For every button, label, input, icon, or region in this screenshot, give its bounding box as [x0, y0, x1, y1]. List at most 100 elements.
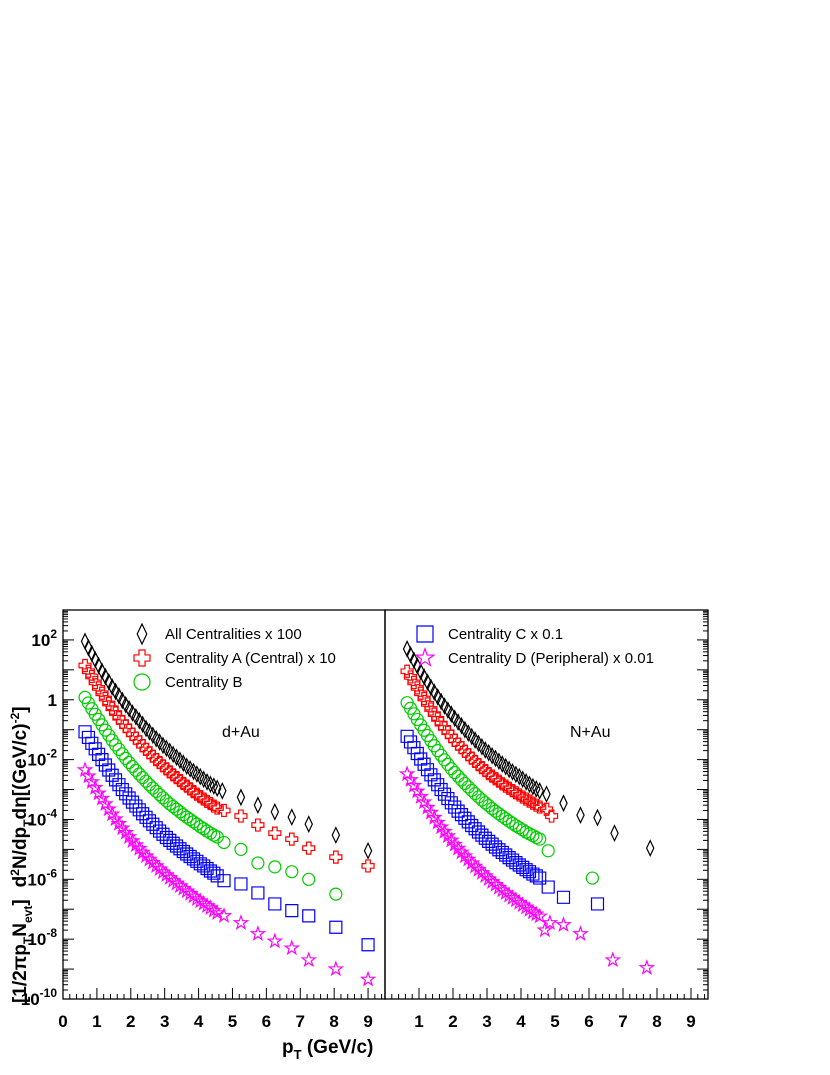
data-point-p0-s3-2 [85, 736, 99, 750]
data-point-p1-s0-1 [406, 645, 415, 664]
data-point-p1-s2-37 [526, 828, 540, 843]
data-point-p1-s2-14 [448, 765, 462, 780]
data-point-p0-s1-38 [207, 799, 221, 813]
data-point-p0-s0-38 [209, 777, 219, 796]
data-point-p1-s0-26 [491, 749, 500, 768]
data-point-p1-s0-24 [484, 743, 493, 762]
data-marks [76, 632, 656, 987]
data-point-p1-s0-27 [494, 752, 504, 771]
data-point-p1-s4-40 [536, 921, 554, 938]
x-tick-label: 6 [262, 1012, 271, 1031]
data-point-p1-s1-6 [420, 697, 435, 711]
data-point-p0-s0-30 [182, 757, 191, 776]
data-point-p0-s3-37 [203, 864, 218, 878]
data-point-p0-s3-3 [88, 742, 102, 756]
data-point-p0-s2-34 [193, 819, 207, 834]
data-point-p1-s3-23 [478, 831, 492, 845]
data-point-p0-s0-35 [199, 770, 208, 789]
data-point-p1-s4-1 [402, 771, 419, 787]
data-point-p1-s4-15 [449, 839, 467, 856]
data-point-p1-s2-18 [461, 780, 475, 794]
data-point-p0-s0-5 [97, 662, 107, 681]
x-tick-label: 8 [652, 1012, 661, 1031]
x-tick-label: 6 [584, 1012, 593, 1031]
data-point-p0-s1-45 [302, 841, 316, 855]
data-point-p0-s2-14 [125, 759, 140, 774]
data-point-p0-s1-25 [163, 765, 177, 779]
data-point-p0-s1-34 [193, 790, 207, 804]
data-point-p1-s1-30 [502, 781, 516, 795]
data-point-p0-s2-17 [136, 771, 150, 785]
y-tick-label: 10-8 [27, 926, 57, 949]
data-point-p0-s1-46 [329, 850, 343, 864]
data-point-p0-s4-46 [327, 960, 345, 977]
data-point-p1-s3-34 [516, 860, 530, 874]
data-point-p1-s3-42 [590, 897, 605, 911]
data-point-p0-s1-30 [180, 779, 194, 793]
data-point-p1-s1-7 [424, 702, 438, 716]
data-point-p1-s0-42 [576, 806, 585, 824]
data-point-p0-s1-4 [91, 681, 106, 695]
data-point-p1-s3-27 [492, 843, 506, 857]
data-point-p1-s4-19 [463, 854, 480, 871]
data-point-p0-s1-23 [156, 759, 170, 773]
data-point-p0-s1-41 [234, 809, 248, 823]
data-point-p1-s2-34 [516, 823, 530, 837]
data-point-p0-s4-17 [134, 843, 151, 860]
data-point-p1-s0-22 [477, 737, 487, 756]
data-point-p1-s3-0 [400, 729, 414, 743]
data-point-p0-s0-31 [185, 759, 195, 778]
data-point-p0-s4-1 [80, 767, 97, 784]
legend-label: All Centralities x 100 [165, 626, 302, 643]
data-point-p1-s0-4 [416, 662, 425, 681]
data-point-p1-s0-33 [515, 767, 524, 786]
data-point-p1-s0-34 [518, 770, 527, 789]
data-point-p0-s1-27 [169, 771, 184, 785]
data-point-p0-s4-39 [208, 904, 226, 921]
data-point-p0-s3-28 [173, 842, 187, 856]
data-point-p0-s1-7 [102, 696, 116, 711]
data-point-p1-s4-14 [446, 835, 463, 852]
y-tick-label: 10-10 [21, 986, 58, 1009]
data-point-p1-s2-33 [512, 821, 526, 835]
data-point-p0-s2-23 [156, 791, 170, 805]
data-point-p0-s1-35 [197, 792, 211, 806]
data-point-p1-s3-31 [505, 853, 520, 867]
data-point-p0-s1-29 [176, 776, 190, 791]
data-point-p0-s3-12 [119, 787, 133, 801]
data-point-p0-s2-22 [153, 787, 167, 802]
data-point-p0-s3-26 [166, 836, 180, 850]
y-tick-exponent: -6 [46, 866, 57, 880]
data-point-p1-s3-20 [468, 822, 482, 836]
data-point-p1-s3-13 [444, 796, 458, 810]
y-tick-base: 10 [31, 631, 50, 650]
data-point-p1-s0-37 [528, 777, 538, 796]
data-point-p0-s1-42 [251, 818, 265, 832]
data-point-p1-s4-20 [466, 857, 484, 874]
y-axis-title: [1/2πpTNevt]d2N/dpTdη[(GeV/c)-2] [8, 706, 35, 1003]
data-point-p1-s1-8 [427, 707, 441, 721]
data-point-p1-s1-9 [431, 712, 445, 726]
data-point-p1-s0-10 [436, 692, 446, 711]
data-point-p1-s2-30 [502, 814, 516, 828]
data-point-p1-s3-8 [427, 773, 441, 787]
data-point-p0-s4-47 [359, 970, 377, 987]
data-point-p1-s2-17 [458, 776, 472, 791]
data-point-p0-s0-41 [236, 788, 246, 807]
data-point-p1-s2-39 [533, 832, 547, 846]
data-point-p1-s0-6 [423, 673, 432, 691]
data-point-p0-s3-42 [251, 886, 265, 900]
data-point-p0-s3-36 [200, 861, 214, 876]
data-point-p1-s4-0 [398, 765, 416, 782]
axis-ticks [62, 610, 708, 1000]
data-point-p0-s2-36 [200, 824, 214, 838]
right-panel-frame [384, 609, 709, 1000]
data-point-p1-s3-39 [533, 871, 547, 885]
data-point-p0-s0-9 [111, 682, 120, 701]
data-point-p1-s2-35 [519, 825, 533, 839]
data-point-p1-s1-5 [417, 691, 431, 706]
data-point-p1-s0-8 [430, 683, 439, 702]
data-point-p0-s3-46 [329, 920, 343, 934]
data-point-p1-s3-35 [519, 863, 533, 877]
